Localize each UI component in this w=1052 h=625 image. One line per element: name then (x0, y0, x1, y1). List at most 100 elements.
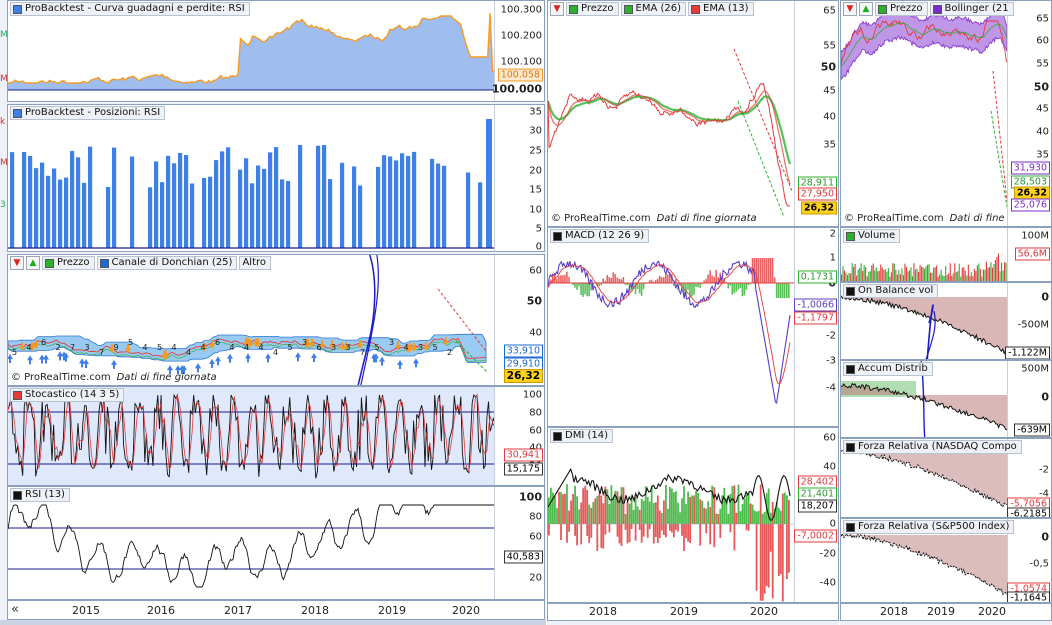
price-axis[interactable]: 60 50 40 30 33,910 29,910 26,32 (494, 255, 544, 385)
buy-arrow-icon (63, 352, 69, 362)
dmi-negative-bar (771, 524, 774, 599)
stochastic-panel[interactable]: Stocastico (14 3 5) 100 80 60 40 20 30,9… (7, 386, 545, 486)
macd-histogram-bar (713, 276, 715, 283)
dmi-positive-bar (705, 508, 708, 524)
dmi-positive-bar (572, 493, 574, 524)
axis-tick: 55 (1036, 58, 1049, 70)
ema26-tag[interactable]: EMA (26) (620, 2, 687, 16)
macd-panel[interactable]: MACD (12 26 9) 2 1 0 -1 -2 -3 -4 0,1731 … (547, 227, 839, 427)
stochastic-axis[interactable]: 100 80 60 40 20 30,941 15,175 (494, 387, 544, 485)
left-time-axis[interactable]: « 2015 2016 2017 2018 2019 2020 (7, 600, 545, 620)
price-tag[interactable]: Prezzo (566, 2, 619, 16)
buy-arrow-icon (175, 365, 181, 375)
rsi-title-tag[interactable]: RSI (13) (10, 488, 70, 502)
axis-tick: 40 (529, 443, 542, 454)
macd-title-tag[interactable]: MACD (12 26 9) (550, 229, 650, 243)
positions-title-tag[interactable]: ProBacktest - Posizioni: RSI (10, 106, 166, 120)
sell-arrow-icon (357, 340, 363, 350)
obv-title-tag[interactable]: On Balance vol (843, 284, 939, 298)
sell-arrow-icon (309, 338, 315, 348)
accum-axis[interactable]: 500M 0 -639M (1007, 361, 1051, 437)
price-tag[interactable]: Prezzo (42, 256, 95, 270)
arrow-down-icon[interactable]: ▼ (843, 2, 857, 16)
rs-sp500-axis[interactable]: 0 -0,5 -1 -1,0574 -1,1645 (1007, 519, 1051, 602)
obv-axis[interactable]: 0 -500M -1,122M (1005, 283, 1051, 359)
macd-histogram-bar (632, 283, 635, 290)
stochastic-title-tag[interactable]: Stocastico (14 3 5) (10, 388, 125, 402)
rs-nasdaq-title-tag[interactable]: Forza Relativa (NASDAQ Compo (843, 440, 1022, 454)
volume-bar (963, 267, 965, 281)
dmi-positive-bar (749, 503, 752, 524)
equity-title-tag[interactable]: ProBacktest - Curva guadagni e perdite: … (10, 2, 250, 16)
buy-arrow-icon (39, 354, 45, 364)
volume-title-tag[interactable]: Volume (843, 229, 901, 243)
right-time-axis[interactable]: 2018 2019 2020 (840, 603, 1052, 621)
macd-axis[interactable]: 2 1 0 -1 -2 -3 -4 0,1731 -1,0066 -1,1797 (794, 228, 838, 426)
relative-strength-sp500-panel[interactable]: Forza Relativa (S&P500 Index) 0 -0,5 -1 … (840, 518, 1052, 603)
bollinger-axis[interactable]: 65 60 55 50 45 40 35 31,930 28,503 26,32… (1007, 1, 1051, 226)
macd-histogram-bar (626, 283, 629, 285)
obv-panel[interactable]: On Balance vol 0 -500M -1,122M (840, 282, 1052, 360)
dmi-positive-bar (671, 488, 673, 524)
sell-arrow-icon (125, 344, 131, 354)
arrow-up-icon[interactable]: ▲ (859, 2, 873, 16)
arrow-down-icon[interactable]: ▼ (10, 256, 24, 270)
ema-price-axis[interactable]: 65 55 50 45 40 35 28,911 27,950 26,32 (794, 1, 838, 226)
scroll-left-icon[interactable]: « (11, 602, 19, 617)
macd-histogram-bar (703, 280, 705, 283)
sell-arrow-icon (209, 340, 215, 350)
axis-tick: 100 (522, 389, 542, 401)
rsi-axis[interactable]: 100 80 60 40 20 40,583 (494, 487, 544, 599)
macd-histogram-bar (767, 258, 770, 283)
dmi-positive-bar (660, 512, 663, 524)
axis-tick: 0 (535, 241, 542, 252)
positions-axis[interactable]: 35 30 25 20 15 10 5 0 (494, 105, 544, 251)
equity-price-axis[interactable]: 100.300 100.200 100.100 100.000 100.058 (492, 1, 544, 101)
volume-bar (991, 267, 993, 281)
ema-price-panel[interactable]: © ProRealTime.com Dati di fine giornata ▼… (547, 0, 839, 227)
arrow-up-icon[interactable]: ▲ (26, 256, 40, 270)
bollinger-tag[interactable]: Bollinger (21 (929, 2, 1014, 16)
macd-histogram-bar (693, 283, 695, 295)
rs-nasdaq-axis[interactable]: -2 -4 -5,7056 -6,2185 (1007, 439, 1051, 517)
dmi-negative-bar (719, 524, 722, 539)
volume-panel[interactable]: Volume 100M 56,6M (840, 227, 1052, 282)
volume-axis[interactable]: 100M 56,6M (1007, 228, 1051, 281)
middle-time-axis[interactable]: 2018 2019 2020 (547, 603, 839, 621)
rs-sp500-title-tag[interactable]: Forza Relativa (S&P500 Index) (843, 520, 1015, 534)
accum-panel[interactable]: Accum Distrib 500M 0 -639M (840, 360, 1052, 438)
dmi-positive-bar (707, 501, 710, 524)
macd-histogram-bar (616, 277, 619, 283)
dmi-panel[interactable]: DMI (14) 60 40 20 0 -20 -40 28,402 21,40… (547, 427, 839, 603)
volume-bar (857, 269, 859, 281)
accum-title-tag[interactable]: Accum Distrib (843, 362, 933, 376)
rs-sp500-value-label: -1,1645 (1007, 591, 1050, 602)
position-bar (382, 155, 387, 248)
position-bar (106, 187, 111, 248)
positions-panel[interactable]: ProBacktest - Posizioni: RSI 35 30 25 20… (7, 104, 545, 252)
donchian-tag[interactable]: Canale di Donchian (25) (96, 256, 238, 270)
dmi-positive-bar (638, 509, 641, 524)
buy-arrow-icon (215, 356, 221, 366)
altro-tag[interactable]: Altro (239, 256, 272, 270)
dmi-positive-bar (550, 487, 552, 524)
price-tag[interactable]: Prezzo (875, 2, 928, 16)
dmi-title-tag[interactable]: DMI (14) (550, 429, 613, 443)
relative-strength-nasdaq-panel[interactable]: Forza Relativa (NASDAQ Compo -2 -4 -5,70… (840, 438, 1052, 518)
rsi-panel[interactable]: RSI (13) 100 80 60 40 20 40,583 (7, 486, 545, 600)
equity-curve-panel[interactable]: ProBacktest - Curva guadagni e perdite: … (7, 0, 545, 102)
trade-count-label: 3 (302, 338, 307, 347)
dmi-positive-bar (689, 497, 691, 524)
trade-count-label: 5 (128, 338, 133, 347)
arrow-down-icon[interactable]: ▼ (550, 2, 564, 16)
volume-bar (979, 269, 981, 281)
bollinger-upper-label: 31,930 (1010, 161, 1050, 175)
dmi-axis[interactable]: 60 40 20 0 -20 -40 28,402 21,401 18,207 … (794, 428, 838, 602)
dmi-swatch-icon (553, 431, 562, 441)
volume-bar (845, 272, 847, 281)
dmi-positive-bar (626, 501, 629, 524)
dmi-positive-bar (632, 509, 635, 524)
ema13-tag[interactable]: EMA (13) (688, 2, 754, 16)
